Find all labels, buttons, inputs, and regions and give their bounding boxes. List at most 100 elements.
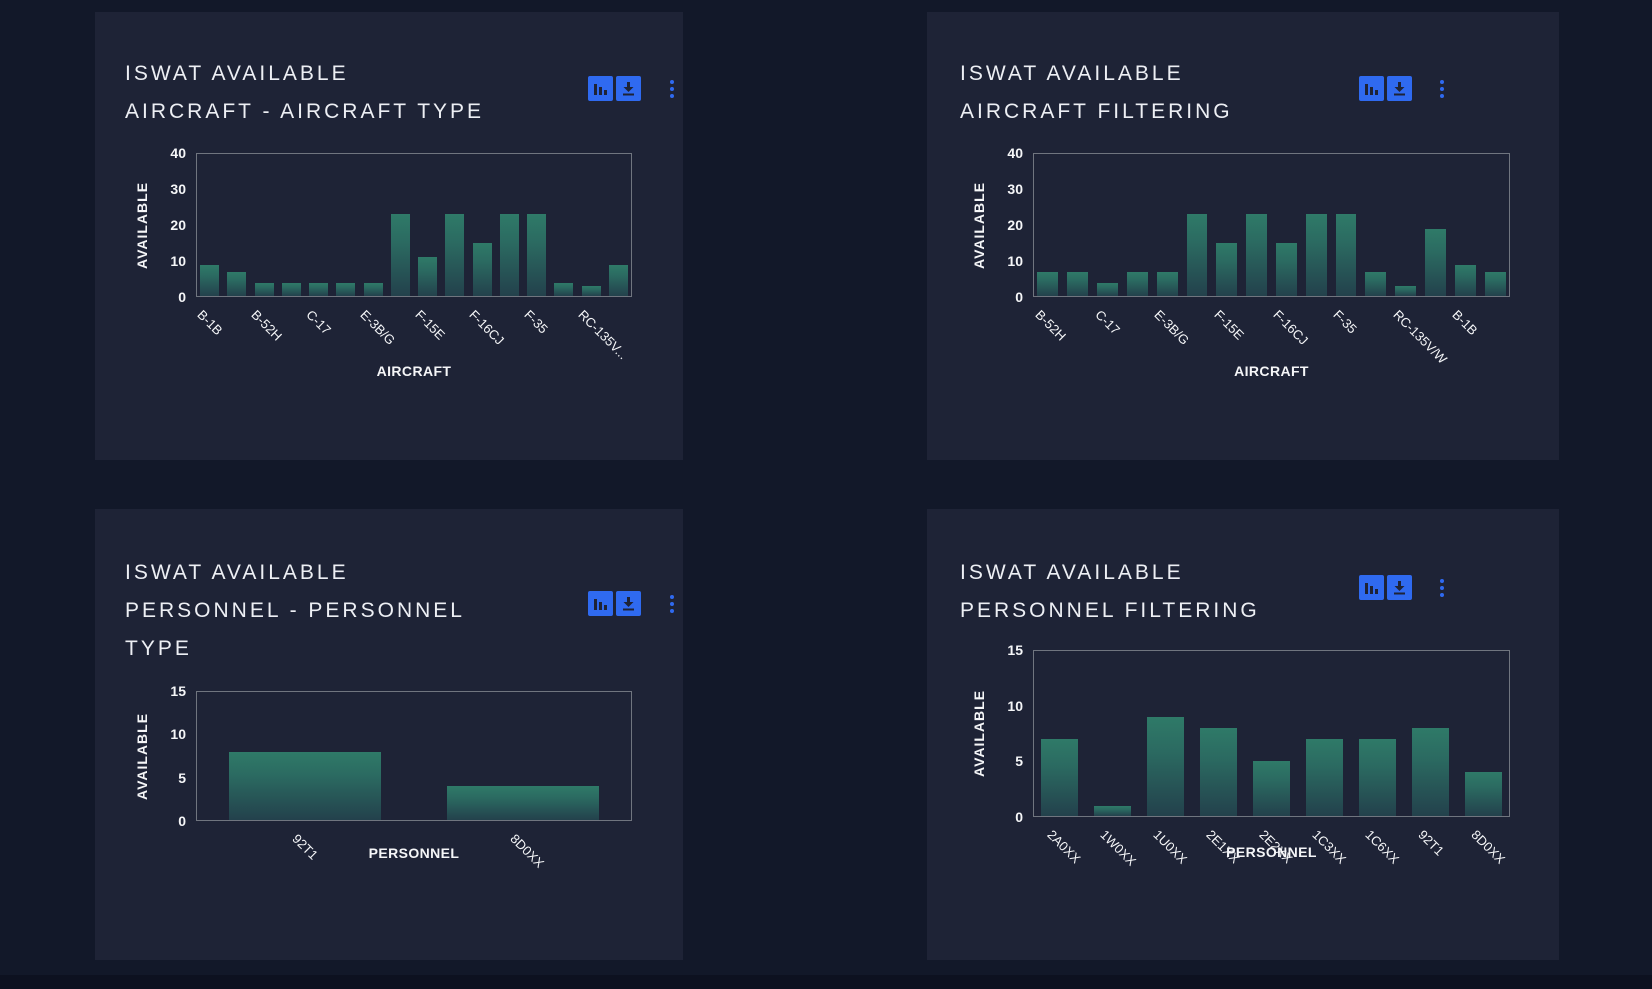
bar[interactable] bbox=[1093, 805, 1132, 816]
y-axis-tick-label: 15 bbox=[170, 683, 186, 699]
download-icon[interactable] bbox=[1387, 575, 1412, 600]
card-title-line: ISWAT AVAILABLE bbox=[125, 62, 349, 85]
card-aircraft-type: ISWAT AVAILABLE AIRCRAFT - AIRCRAFT TYPE… bbox=[95, 12, 683, 460]
bar[interactable] bbox=[472, 243, 492, 296]
y-axis-title: AVAILABLE bbox=[971, 181, 987, 269]
x-axis-tick-label: F-16CJ bbox=[1270, 307, 1312, 348]
bar[interactable] bbox=[1246, 214, 1268, 296]
y-axis-tick-label: 40 bbox=[170, 145, 186, 161]
bar[interactable] bbox=[1146, 716, 1185, 816]
card-title: ISWAT AVAILABLE PERSONNEL - PERSONNEL TY… bbox=[125, 554, 465, 668]
card-title: ISWAT AVAILABLE AIRCRAFT FILTERING bbox=[960, 55, 1233, 131]
x-axis-tick-label: E-3B/G bbox=[357, 307, 399, 348]
bar[interactable] bbox=[1365, 271, 1387, 296]
x-axis-tick-label: B-52H bbox=[1032, 307, 1069, 344]
x-axis-tick-label: RC-135V/W bbox=[1390, 307, 1450, 367]
bar[interactable] bbox=[200, 264, 220, 296]
bar[interactable] bbox=[1067, 271, 1089, 296]
kebab-menu-icon[interactable] bbox=[665, 76, 679, 101]
bar[interactable] bbox=[445, 214, 465, 296]
card-personnel-filtering: ISWAT AVAILABLE PERSONNEL FILTERING 0 5 10… bbox=[927, 509, 1559, 960]
card-title-line: AIRCRAFT FILTERING bbox=[960, 100, 1233, 123]
bar[interactable] bbox=[1425, 228, 1446, 296]
plot-area bbox=[1033, 650, 1510, 817]
kebab-menu-icon[interactable] bbox=[665, 591, 679, 616]
bar-chart-icon[interactable] bbox=[1359, 575, 1384, 600]
bar[interactable] bbox=[1454, 264, 1476, 296]
bar[interactable] bbox=[1186, 214, 1208, 296]
kebab-menu-icon[interactable] bbox=[1435, 76, 1449, 101]
bar[interactable] bbox=[1395, 286, 1417, 296]
x-axis-tick-label: F-35 bbox=[521, 307, 551, 337]
bar[interactable] bbox=[554, 282, 574, 296]
bar[interactable] bbox=[1411, 727, 1450, 816]
y-axis-tick-label: 30 bbox=[170, 181, 186, 197]
y-axis-tick-label: 10 bbox=[1007, 697, 1023, 714]
x-axis-title: AIRCRAFT bbox=[376, 363, 452, 379]
x-axis-tick-label: F-35 bbox=[1330, 307, 1360, 337]
bar[interactable] bbox=[1097, 282, 1118, 296]
download-icon[interactable] bbox=[1387, 76, 1412, 101]
bar[interactable] bbox=[1358, 739, 1397, 816]
bar[interactable] bbox=[446, 786, 600, 820]
bar[interactable] bbox=[390, 214, 410, 296]
bar[interactable] bbox=[227, 271, 247, 296]
bar[interactable] bbox=[1126, 271, 1148, 296]
bar[interactable] bbox=[1216, 243, 1238, 296]
bar[interactable] bbox=[1464, 772, 1503, 816]
bar[interactable] bbox=[1305, 214, 1327, 296]
bar[interactable] bbox=[1252, 761, 1291, 816]
y-axis-title: AVAILABLE bbox=[971, 689, 987, 778]
bar[interactable] bbox=[1037, 271, 1059, 296]
card-title-line: PERSONNEL - PERSONNEL bbox=[125, 599, 465, 622]
x-axis-tick-label: RC-135V... bbox=[575, 307, 631, 363]
bar-chart-icon[interactable] bbox=[588, 76, 613, 101]
bar[interactable] bbox=[527, 214, 547, 296]
bar[interactable] bbox=[309, 282, 329, 296]
bar[interactable] bbox=[1305, 739, 1344, 816]
bar[interactable] bbox=[1484, 271, 1506, 296]
bar[interactable] bbox=[228, 751, 382, 820]
y-axis-tick-label: 5 bbox=[1015, 753, 1023, 770]
x-axis-tick-label: F-15E bbox=[412, 307, 448, 343]
bar[interactable] bbox=[1335, 214, 1357, 296]
plot-area bbox=[1033, 153, 1510, 297]
bar[interactable] bbox=[363, 282, 383, 296]
bar[interactable] bbox=[1156, 271, 1178, 296]
bar[interactable] bbox=[608, 264, 628, 296]
bar-chart-icon[interactable] bbox=[1359, 76, 1384, 101]
y-axis-tick-label: 30 bbox=[1007, 181, 1023, 197]
x-axis-title: PERSONNEL bbox=[1226, 844, 1317, 860]
bar[interactable] bbox=[1199, 727, 1238, 816]
bar[interactable] bbox=[418, 257, 438, 296]
bar-chart-icon[interactable] bbox=[588, 591, 613, 616]
card-title-line: PERSONNEL FILTERING bbox=[960, 599, 1260, 622]
bar[interactable] bbox=[336, 282, 356, 296]
y-axis-tick-label: 5 bbox=[178, 769, 186, 786]
card-title-line: TYPE bbox=[125, 637, 192, 660]
x-axis-tick-label: B-1B bbox=[194, 307, 226, 339]
card-title: ISWAT AVAILABLE PERSONNEL FILTERING bbox=[960, 554, 1260, 630]
card-title-line: AIRCRAFT - AIRCRAFT TYPE bbox=[125, 100, 485, 123]
y-axis-tick-label: 20 bbox=[170, 217, 186, 233]
x-axis-tick-label: B-1B bbox=[1449, 307, 1481, 339]
plot-area bbox=[196, 691, 632, 821]
card-title-line: ISWAT AVAILABLE bbox=[960, 561, 1184, 584]
bar[interactable] bbox=[254, 282, 274, 296]
y-axis-tick-label: 10 bbox=[1007, 253, 1023, 269]
bar[interactable] bbox=[281, 282, 301, 296]
bar[interactable] bbox=[1040, 739, 1079, 816]
download-icon[interactable] bbox=[616, 591, 641, 616]
card-personnel-type: ISWAT AVAILABLE PERSONNEL - PERSONNEL TY… bbox=[95, 509, 683, 960]
x-axis-title: AIRCRAFT bbox=[1234, 363, 1309, 379]
kebab-menu-icon[interactable] bbox=[1435, 575, 1449, 600]
y-axis-tick-label: 20 bbox=[1007, 217, 1023, 233]
bar[interactable] bbox=[499, 214, 519, 296]
card-title-line: ISWAT AVAILABLE bbox=[960, 62, 1184, 85]
download-icon[interactable] bbox=[616, 76, 641, 101]
bar[interactable] bbox=[1275, 243, 1297, 296]
bar[interactable] bbox=[581, 286, 601, 296]
x-axis-tick-label: B-52H bbox=[248, 307, 286, 344]
x-axis-title: PERSONNEL bbox=[368, 845, 460, 861]
plot-area bbox=[196, 153, 632, 297]
